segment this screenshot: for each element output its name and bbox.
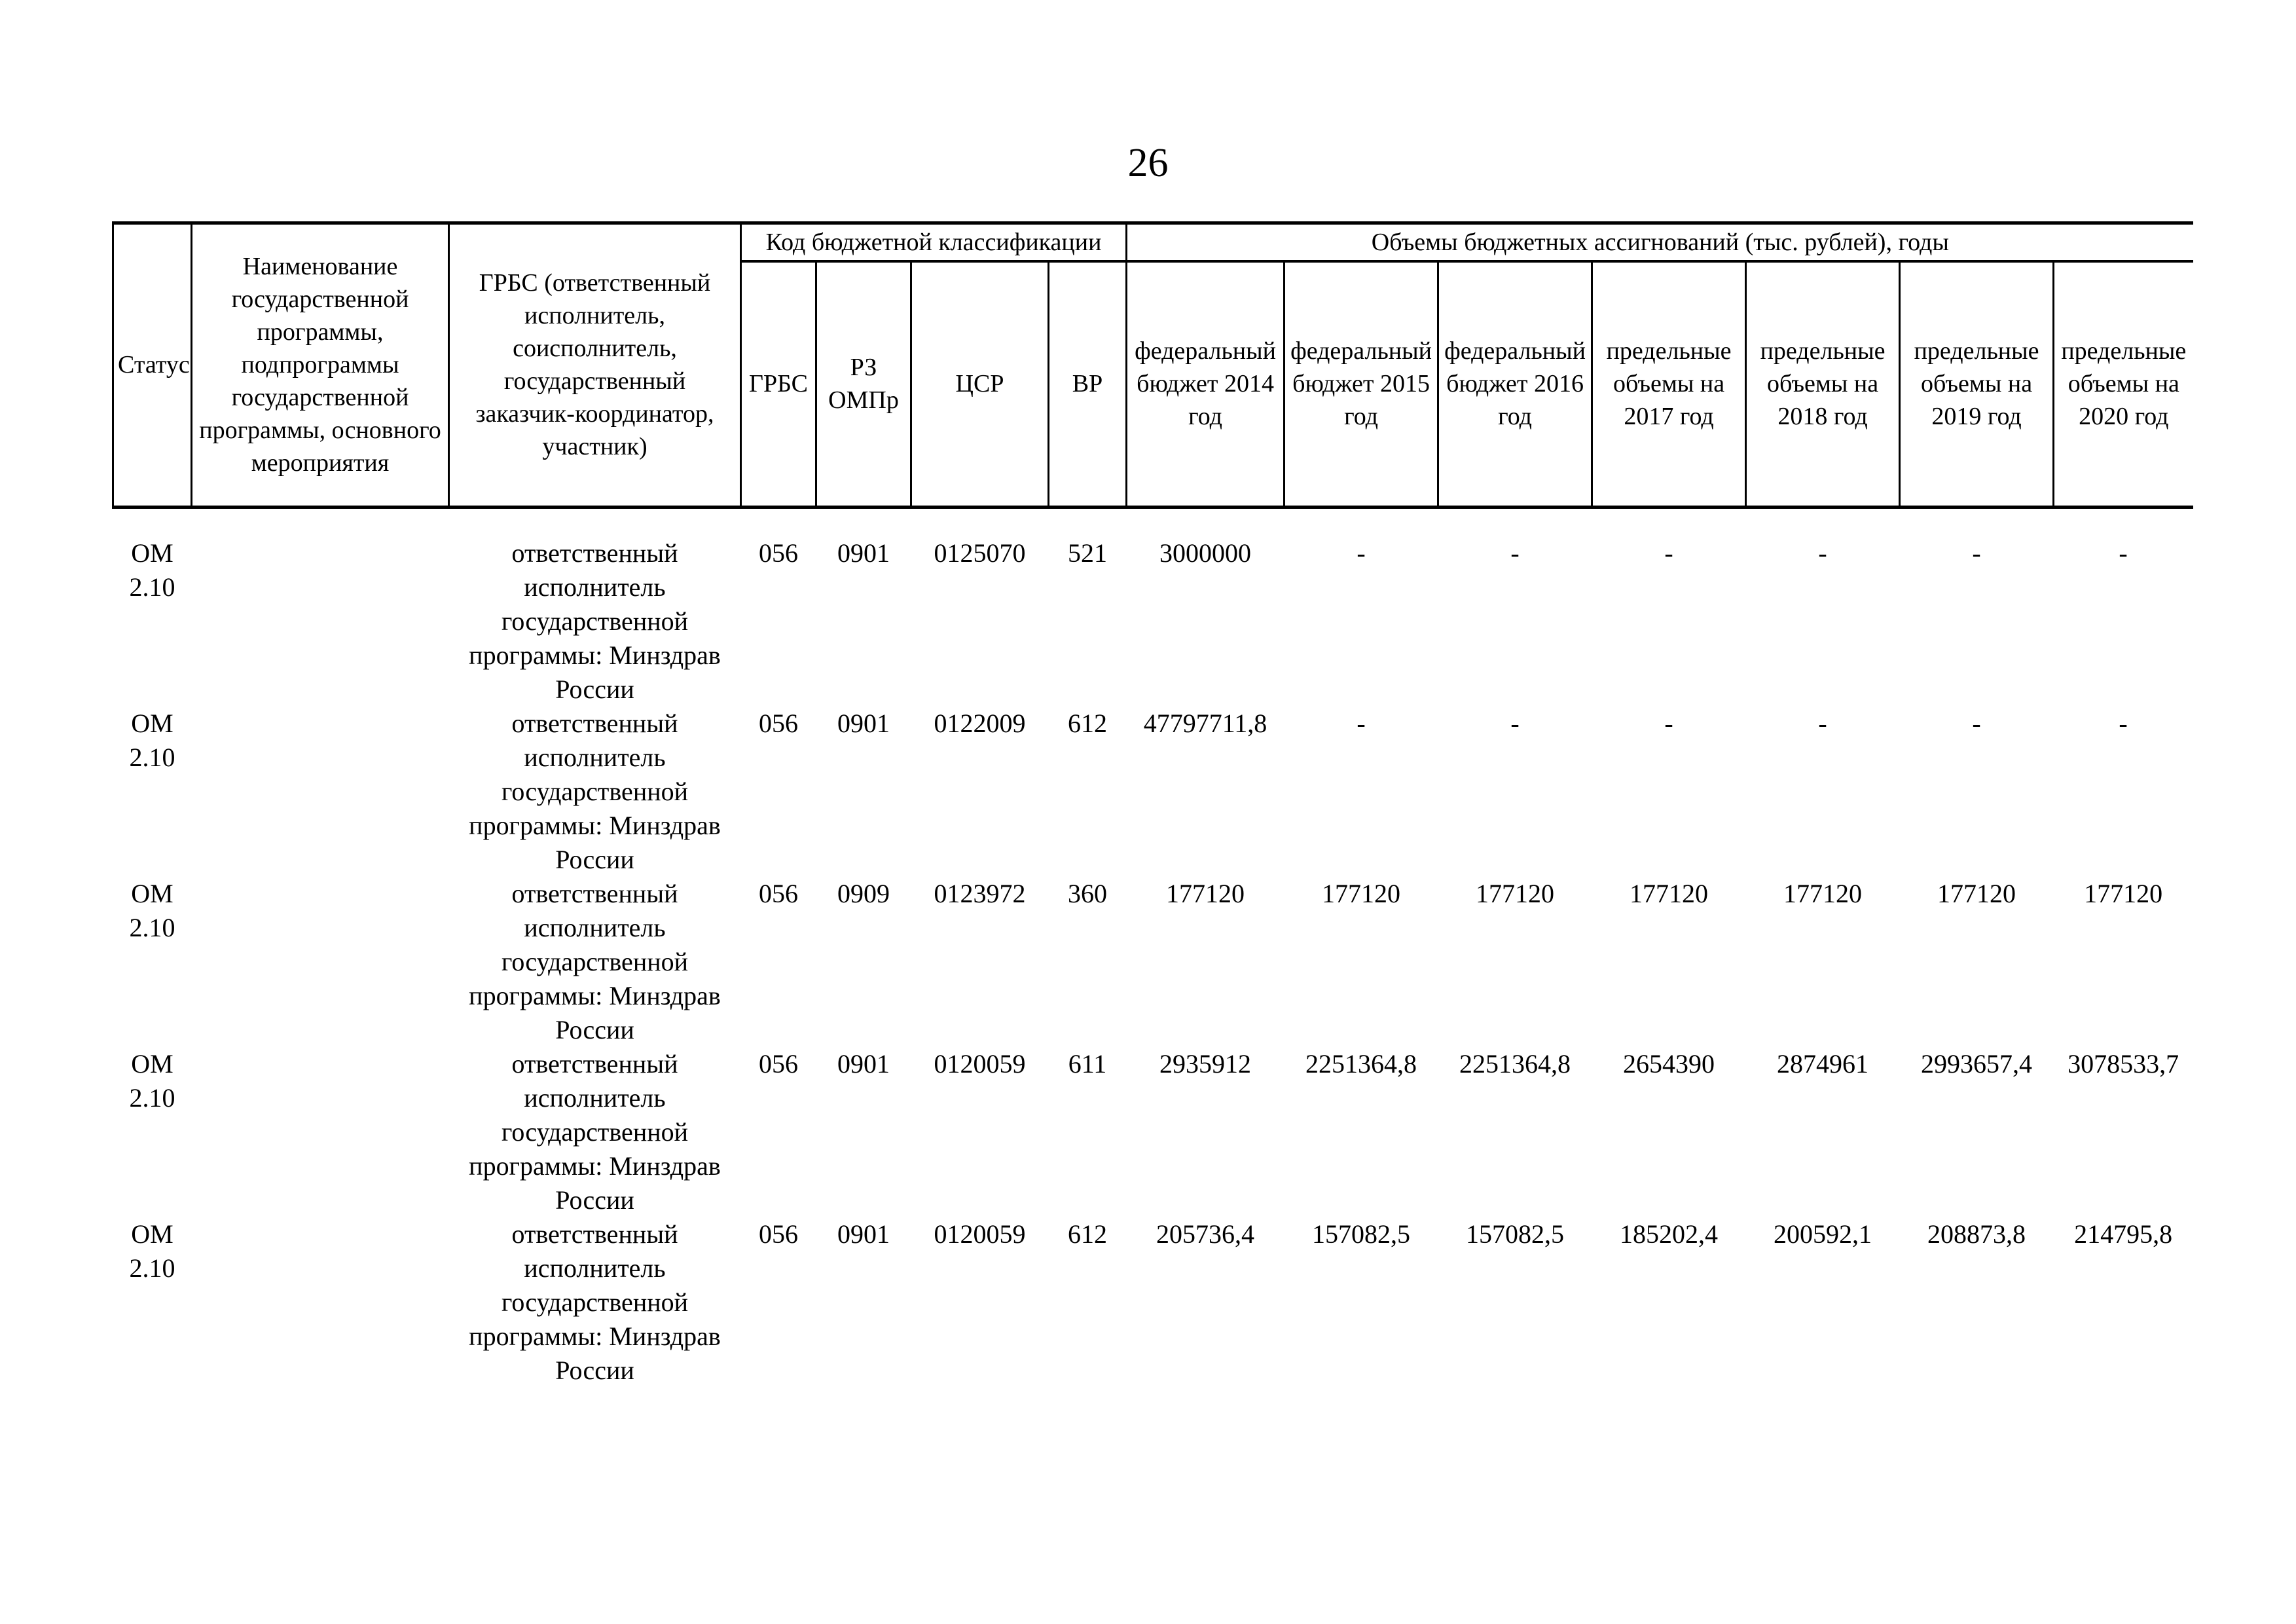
value-2014-cell: 177120 — [1166, 879, 1245, 908]
program-name-cell — [192, 1047, 449, 1217]
table-row: ОМ 2.10 ответственный исполнитель госуда… — [113, 877, 2193, 1047]
program-name-cell — [192, 707, 449, 877]
vr-cell: 612 — [1068, 1219, 1108, 1249]
header-year-2014: федеральный бюджет 2014 год — [1125, 260, 1286, 509]
program-name-cell — [192, 1217, 449, 1388]
executor-cell: ответственный исполнитель государственно… — [469, 538, 721, 704]
value-2020-cell: 3078533,7 — [2068, 1049, 2179, 1079]
header-status: Статус — [112, 221, 192, 509]
value-2014-cell: 205736,4 — [1156, 1219, 1255, 1249]
value-2017-cell: - — [1664, 709, 1673, 738]
header-year-2019: предельные объемы на 2019 год — [1899, 260, 2055, 509]
grbs-code-cell: 056 — [759, 879, 798, 908]
program-name-cell — [192, 536, 449, 707]
rz-ompr-cell: 0901 — [837, 1049, 890, 1079]
header-program-name: Наименование государственной программы, … — [191, 221, 450, 509]
csr-cell: 0120059 — [934, 1049, 1026, 1079]
executor-cell: ответственный исполнитель государственно… — [469, 879, 721, 1044]
header-code-rz-ompr: РЗ ОМПр — [815, 260, 912, 509]
header-year-2016: федеральный бюджет 2016 год — [1437, 260, 1594, 509]
value-2017-cell: 177120 — [1630, 879, 1709, 908]
status-cell: ОМ 2.10 — [129, 538, 175, 602]
value-2015-cell: - — [1357, 709, 1366, 738]
header-year-2018: предельные объемы на 2018 год — [1745, 260, 1901, 509]
header-body-gap — [113, 507, 2193, 536]
value-2015-cell: 157082,5 — [1312, 1219, 1411, 1249]
header-year-2020: предельные объемы на 2020 год — [2052, 260, 2193, 509]
value-2016-cell: 2251364,8 — [1459, 1049, 1571, 1079]
table-header: Статус Наименование государственной прог… — [112, 221, 2193, 509]
status-cell: ОМ 2.10 — [129, 1049, 175, 1113]
rz-ompr-cell: 0901 — [837, 709, 890, 738]
value-2019-cell: - — [1972, 709, 1981, 738]
executor-cell: ответственный исполнитель государственно… — [469, 1219, 721, 1385]
vr-cell: 521 — [1068, 538, 1108, 568]
vr-cell: 612 — [1068, 709, 1108, 738]
program-name-cell — [192, 877, 449, 1047]
header-year-2015: федеральный бюджет 2015 год — [1283, 260, 1440, 509]
value-2019-cell: 2993657,4 — [1921, 1049, 2033, 1079]
value-2019-cell: - — [1972, 538, 1981, 568]
value-2018-cell: - — [1818, 709, 1827, 738]
value-2015-cell: 2251364,8 — [1305, 1049, 1417, 1079]
value-2018-cell: - — [1818, 538, 1827, 568]
header-band-row: Статус Наименование государственной прог… — [112, 221, 2193, 509]
header-code-csr: ЦСР — [910, 260, 1049, 509]
grbs-code-cell: 056 — [759, 1049, 798, 1079]
value-2017-cell: 2654390 — [1623, 1049, 1715, 1079]
value-2014-cell: 47797711,8 — [1143, 709, 1267, 738]
value-2020-cell: - — [2119, 709, 2128, 738]
rz-ompr-cell: 0901 — [837, 538, 890, 568]
grbs-code-cell: 056 — [759, 1219, 798, 1249]
value-2019-cell: 177120 — [1937, 879, 2016, 908]
value-2016-cell: 157082,5 — [1466, 1219, 1565, 1249]
header-grbs-executor: ГРБС (ответственный исполнитель, соиспол… — [448, 221, 742, 509]
grbs-code-cell: 056 — [759, 538, 798, 568]
value-2015-cell: 177120 — [1322, 879, 1401, 908]
value-2020-cell: - — [2119, 538, 2128, 568]
value-2020-cell: 214795,8 — [2074, 1219, 2173, 1249]
vr-cell: 360 — [1068, 879, 1108, 908]
page-number: 26 — [1127, 141, 1169, 185]
csr-cell: 0125070 — [934, 538, 1026, 568]
value-2016-cell: - — [1510, 709, 1520, 738]
status-cell: ОМ 2.10 — [129, 1219, 175, 1283]
rz-ompr-cell: 0909 — [837, 879, 890, 908]
executor-cell: ответственный исполнитель государственно… — [469, 709, 721, 874]
table-row: ОМ 2.10 ответственный исполнитель госуда… — [113, 1047, 2193, 1217]
value-2015-cell: - — [1357, 538, 1366, 568]
rz-ompr-cell: 0901 — [837, 1219, 890, 1249]
grbs-code-cell: 056 — [759, 709, 798, 738]
value-2017-cell: 185202,4 — [1620, 1219, 1719, 1249]
executor-cell: ответственный исполнитель государственно… — [469, 1049, 721, 1215]
value-2014-cell: 3000000 — [1159, 538, 1252, 568]
value-2016-cell: 177120 — [1476, 879, 1555, 908]
csr-cell: 0120059 — [934, 1219, 1026, 1249]
table-body: ОМ 2.10 ответственный исполнитель госуда… — [113, 507, 2193, 1388]
value-2014-cell: 2935912 — [1159, 1049, 1252, 1079]
vr-cell: 611 — [1068, 1049, 1107, 1079]
budget-table: Статус Наименование государственной прог… — [112, 221, 2193, 1388]
header-budget-code-group: Код бюджетной классификации — [739, 221, 1128, 263]
header-volumes-group: Объемы бюджетных ассигнований (тыс. рубл… — [1125, 221, 2193, 263]
value-2018-cell: 2874961 — [1777, 1049, 1869, 1079]
table-row: ОМ 2.10 ответственный исполнитель госуда… — [113, 707, 2193, 877]
status-cell: ОМ 2.10 — [129, 879, 175, 942]
csr-cell: 0122009 — [934, 709, 1026, 738]
value-2020-cell: 177120 — [2084, 879, 2163, 908]
value-2018-cell: 200592,1 — [1774, 1219, 1872, 1249]
header-code-vr: ВР — [1047, 260, 1128, 509]
value-2016-cell: - — [1510, 538, 1520, 568]
table-row: ОМ 2.10 ответственный исполнитель госуда… — [113, 536, 2193, 707]
status-cell: ОМ 2.10 — [129, 709, 175, 772]
value-2017-cell: - — [1664, 538, 1673, 568]
header-year-2017: предельные объемы на 2017 год — [1591, 260, 1747, 509]
header-code-grbs: ГРБС — [740, 260, 817, 509]
header-sub-row: ГРБС РЗ ОМПр ЦСР ВР федеральный бюджет 2… — [113, 260, 2193, 509]
csr-cell: 0123972 — [934, 879, 1026, 908]
value-2019-cell: 208873,8 — [1927, 1219, 2026, 1249]
table-row: ОМ 2.10 ответственный исполнитель госуда… — [113, 1217, 2193, 1388]
value-2018-cell: 177120 — [1783, 879, 1863, 908]
